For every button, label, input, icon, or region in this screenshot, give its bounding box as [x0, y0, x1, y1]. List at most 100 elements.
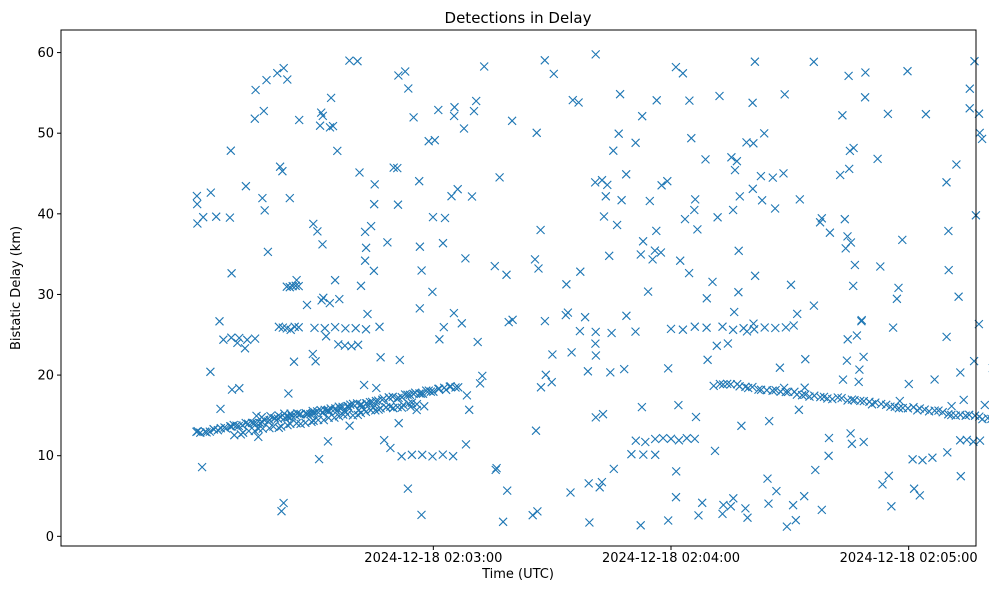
scatter-point: [640, 437, 650, 447]
scatter-point: [735, 192, 745, 201]
scatter-point: [397, 403, 407, 412]
scatter-point: [254, 424, 263, 434]
scatter-point: [294, 115, 304, 125]
scatter-point: [351, 323, 361, 333]
scatter-point: [395, 355, 405, 365]
scatter-point: [253, 432, 263, 442]
scatter-point: [435, 334, 444, 344]
scatter-point: [608, 146, 618, 156]
scatter-point: [615, 89, 625, 99]
scatter-point: [671, 467, 681, 476]
scatter-point: [617, 195, 626, 205]
y-tick-label: 50: [37, 127, 54, 142]
scatter-point: [712, 341, 722, 351]
scatter-point: [760, 323, 770, 332]
scatter-point: [251, 85, 260, 95]
scatter-point: [675, 256, 685, 266]
scatter-point: [438, 238, 448, 248]
scatter-point: [952, 160, 961, 169]
scatter-point: [319, 415, 329, 425]
scatter-point: [292, 275, 301, 285]
scatter-point: [314, 454, 324, 464]
scatter-point: [764, 499, 773, 508]
scatter-point: [272, 68, 282, 78]
scatter-point: [892, 294, 902, 304]
scatter-point: [193, 426, 202, 436]
scatter-point: [317, 296, 326, 305]
scatter-point: [274, 423, 284, 433]
scatter-point: [302, 300, 312, 310]
scatter-point: [771, 385, 780, 395]
scatter-point: [748, 98, 757, 108]
scatter-point: [637, 402, 647, 412]
scatter-point: [250, 334, 260, 343]
scatter-point: [978, 414, 987, 424]
scatter-point: [750, 271, 760, 281]
scatter-point: [918, 455, 927, 465]
scatter-point: [498, 517, 508, 527]
scatter-point: [541, 370, 551, 380]
scatter-point: [748, 184, 758, 194]
scatter-point: [685, 96, 694, 105]
scatter-point: [324, 406, 334, 416]
scatter-point: [591, 351, 601, 360]
scatter-point: [459, 124, 469, 133]
scatter-point: [277, 506, 286, 516]
scatter-point: [636, 520, 646, 530]
scatter-point: [750, 57, 760, 67]
scatter-point: [394, 393, 403, 403]
scatter-point: [824, 433, 834, 443]
scatter-point: [694, 511, 703, 520]
scatter-point: [855, 396, 865, 406]
scatter-point: [290, 322, 300, 332]
scatter-point: [631, 138, 640, 148]
scatter-point: [266, 411, 275, 421]
scatter-point: [728, 205, 738, 215]
scatter-point: [797, 390, 807, 400]
scatter-point: [809, 301, 819, 310]
scatter-point: [320, 323, 330, 333]
y-tick-label: 60: [37, 46, 54, 61]
scatter-point: [334, 294, 344, 304]
scatter-point: [956, 471, 966, 481]
scatter-point: [279, 63, 289, 73]
scatter-point: [708, 277, 717, 287]
scatter-point: [942, 177, 951, 187]
scatter-point: [341, 324, 350, 333]
scatter-point: [770, 323, 780, 333]
scatter-point: [855, 365, 864, 374]
scatter-point: [381, 402, 391, 412]
scatter-point: [827, 394, 837, 404]
scatter-point: [540, 55, 550, 65]
scatter-point: [405, 390, 415, 400]
x-tick-label: 2024-12-18 02:04:00: [602, 551, 740, 566]
scatter-point: [845, 146, 855, 156]
scatter-point: [453, 382, 463, 392]
scatter-point: [643, 287, 653, 296]
scatter-point: [461, 440, 471, 449]
scatter-point: [800, 383, 810, 393]
scatter-point: [490, 261, 500, 271]
scatter-point: [732, 156, 742, 166]
scatter-point: [449, 308, 459, 318]
scatter-point: [722, 379, 732, 389]
scatter-point: [206, 188, 216, 197]
scatter-point: [345, 421, 354, 431]
scatter-point: [397, 451, 406, 461]
scatter-point: [363, 309, 372, 319]
scatter-point: [376, 403, 385, 413]
scatter-point: [895, 396, 905, 406]
scatter-point: [903, 66, 912, 76]
scatter-point: [697, 498, 707, 508]
scatter-point: [609, 464, 619, 474]
scatter-point: [414, 176, 424, 186]
scatter-point: [416, 389, 426, 398]
scatter-point: [843, 334, 853, 344]
scatter-point: [495, 173, 504, 182]
scatter-point: [657, 180, 666, 190]
x-tick-label: 2024-12-18 02:03:00: [364, 551, 502, 566]
scatter-point: [379, 435, 389, 445]
scatter-point: [690, 322, 700, 332]
scatter-point: [894, 403, 904, 413]
scatter-point: [221, 424, 231, 433]
